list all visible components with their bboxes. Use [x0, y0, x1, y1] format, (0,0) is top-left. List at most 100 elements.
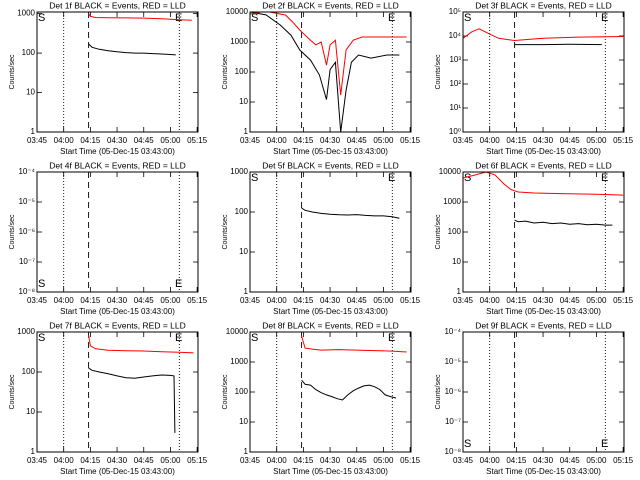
- y-tick-label: 1: [457, 287, 462, 296]
- y-tick-label: 1000: [17, 327, 35, 336]
- y-tick-label: 1: [31, 447, 36, 456]
- plot-frame: [249, 171, 412, 293]
- y-tick-label: 10000: [226, 327, 249, 336]
- y-axis-label: Counts/sec: [9, 214, 16, 250]
- x-tick-label: 04:15: [80, 456, 101, 465]
- annotation: E: [601, 12, 608, 24]
- series-line: [463, 172, 624, 196]
- series-line: [301, 335, 407, 353]
- y-tick-label: 10⁻⁷: [445, 417, 461, 426]
- x-tick-label: 05:00: [373, 296, 394, 305]
- panel: Det 9f BLACK = Events, RED = LLD Start Ti…: [435, 320, 634, 476]
- panel-title: Det 5f BLACK = Events, RED = LLD: [262, 160, 399, 170]
- series-line: [301, 207, 400, 219]
- annotation: S: [38, 12, 45, 24]
- y-tick-label: 1: [244, 287, 249, 296]
- x-tick-label: 04:45: [347, 296, 368, 305]
- series-line: [88, 335, 194, 354]
- y-tick-label: 10⁻⁶: [19, 227, 35, 236]
- annotation: E: [388, 332, 395, 344]
- x-tick-label: 04:15: [506, 136, 527, 145]
- x-tick-label: 04:00: [54, 136, 75, 145]
- x-tick-label: 05:15: [400, 136, 421, 145]
- x-tick-label: 05:00: [160, 296, 181, 305]
- x-tick-label: 05:00: [160, 456, 181, 465]
- panel: Det 6f BLACK = Events, RED = LLD Start Ti…: [435, 160, 634, 316]
- x-tick-label: 04:45: [134, 136, 155, 145]
- y-tick-label: 10⁻⁵: [19, 197, 35, 206]
- annotation: E: [175, 12, 182, 24]
- y-tick-label: 1000: [230, 357, 248, 366]
- x-axis-label: Start Time (05-Dec-15 03:43:00): [60, 147, 175, 156]
- annotation: S: [251, 12, 258, 24]
- panel-title: Det 2f BLACK = Events, RED = LLD: [262, 0, 399, 10]
- y-tick-label: 10: [239, 247, 248, 256]
- x-tick-label: 05:00: [586, 296, 607, 305]
- x-tick-label: 04:30: [320, 456, 341, 465]
- y-tick-label: 10000: [226, 7, 249, 16]
- y-axis-label: Counts/sec: [435, 214, 442, 250]
- annotation: E: [175, 278, 182, 290]
- annotation: S: [38, 278, 45, 290]
- annotation: S: [464, 172, 471, 184]
- x-axis-label: Start Time (05-Dec-15 03:43:00): [60, 467, 175, 476]
- y-tick-label: 10: [239, 97, 248, 106]
- y-tick-label: 100: [235, 67, 249, 76]
- y-tick-label: 1: [244, 127, 249, 136]
- y-tick-label: 10⁻⁷: [19, 257, 35, 266]
- panel-title: Det 4f BLACK = Events, RED = LLD: [49, 160, 186, 170]
- x-tick-label: 04:30: [107, 136, 128, 145]
- x-tick-label: 04:15: [80, 136, 101, 145]
- x-tick-label: 03:45: [240, 456, 261, 465]
- annotation: S: [38, 332, 45, 344]
- y-tick-label: 10⁻⁴: [444, 327, 461, 336]
- x-tick-label: 03:45: [453, 456, 474, 465]
- panel-title: Det 3f BLACK = Events, RED = LLD: [475, 0, 612, 10]
- x-tick-label: 04:15: [293, 296, 314, 305]
- y-tick-label: 100: [235, 207, 249, 216]
- plot-frame: [249, 331, 412, 453]
- annotation: E: [601, 172, 608, 184]
- panel-title: Det 6f BLACK = Events, RED = LLD: [475, 160, 612, 170]
- y-tick-label: 1000: [230, 37, 248, 46]
- panel: Det 7f BLACK = Events, RED = LLD Start Ti…: [9, 320, 208, 476]
- y-tick-label: 10¹: [449, 103, 461, 112]
- plot-frame: [249, 11, 412, 133]
- y-axis-label: Counts/sec: [9, 374, 16, 410]
- panel-title: Det 8f BLACK = Events, RED = LLD: [262, 320, 399, 330]
- x-tick-label: 05:00: [586, 456, 607, 465]
- x-tick-label: 04:45: [134, 456, 155, 465]
- x-tick-label: 04:00: [480, 456, 501, 465]
- y-tick-label: 10: [26, 407, 35, 416]
- annotation: S: [464, 438, 471, 450]
- x-tick-label: 05:15: [613, 456, 634, 465]
- annotation: E: [175, 332, 182, 344]
- y-tick-label: 100: [235, 387, 249, 396]
- plot-frame: [36, 11, 199, 133]
- annotation: S: [251, 172, 258, 184]
- panel-title: Det 9f BLACK = Events, RED = LLD: [475, 320, 612, 330]
- y-axis-label: Counts/sec: [222, 54, 229, 90]
- y-tick-label: 10: [452, 257, 461, 266]
- x-tick-label: 04:45: [560, 456, 581, 465]
- annotation: E: [388, 172, 395, 184]
- plot-frame: [36, 331, 199, 453]
- x-tick-label: 05:00: [373, 136, 394, 145]
- series-line: [88, 367, 176, 433]
- x-axis-label: Start Time (05-Dec-15 03:43:00): [273, 147, 388, 156]
- series-line: [88, 43, 176, 56]
- x-tick-label: 05:15: [613, 136, 634, 145]
- x-tick-label: 05:15: [613, 296, 634, 305]
- x-tick-label: 04:15: [293, 136, 314, 145]
- panel: Det 8f BLACK = Events, RED = LLD Start Ti…: [222, 320, 421, 476]
- y-axis-label: Counts/sec: [222, 374, 229, 410]
- x-tick-label: 04:15: [293, 456, 314, 465]
- series-line: [88, 13, 192, 21]
- y-tick-label: 10³: [449, 55, 461, 64]
- y-tick-label: 1000: [230, 167, 248, 176]
- x-tick-label: 03:45: [27, 296, 48, 305]
- plot-frame: [36, 171, 199, 293]
- x-tick-label: 04:45: [560, 296, 581, 305]
- y-axis-label: Counts/sec: [435, 374, 442, 410]
